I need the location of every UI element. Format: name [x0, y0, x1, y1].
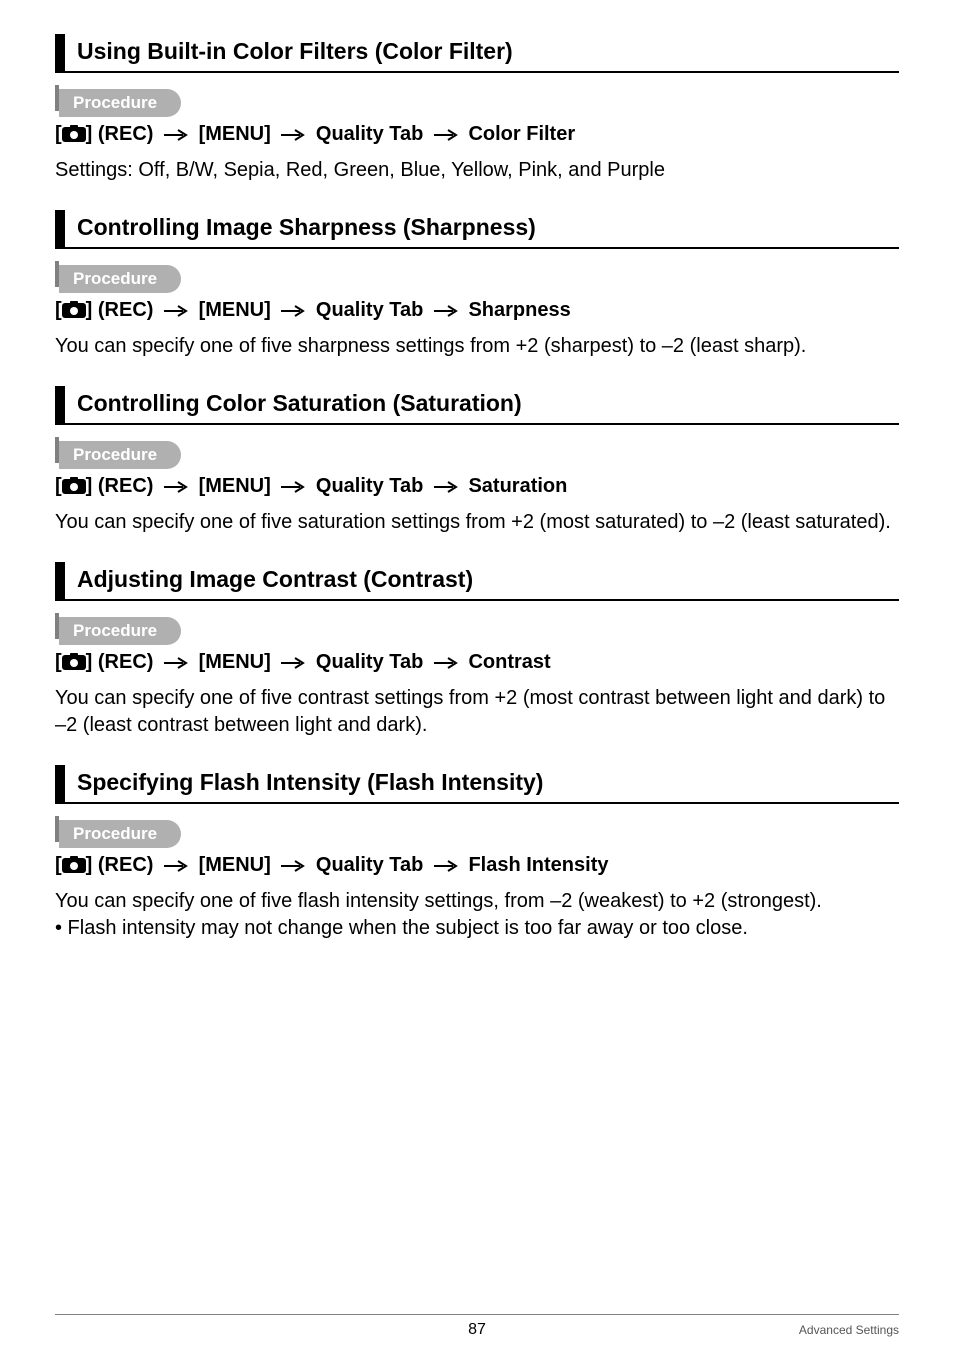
menu-text: [MENU] [199, 299, 271, 321]
rec-text: ] (REC) [86, 854, 154, 876]
path-target-text: Sharpness [468, 299, 570, 321]
path-target-text: Saturation [468, 475, 567, 497]
path-target-text: Contrast [468, 651, 550, 673]
section-heading-text: Adjusting Image Contrast (Contrast) [77, 566, 473, 592]
section: Specifying Flash Intensity (Flash Intens… [55, 765, 899, 942]
procedure-label-wrap: Procedure [55, 816, 899, 842]
path-target-text: Color Filter [468, 123, 575, 145]
section-heading-text: Specifying Flash Intensity (Flash Intens… [77, 769, 543, 795]
page-container: Using Built-in Color Filters (Color Filt… [0, 0, 954, 1357]
quality-tab-text: Quality Tab [316, 475, 423, 497]
arrow-icon [163, 851, 189, 881]
menu-path: [ ] (REC) [MENU] Quality Tab Saturation [55, 471, 899, 503]
arrow-icon [433, 472, 459, 502]
procedure-label-text: Procedure [73, 93, 157, 112]
bracket-open: [ [55, 123, 62, 145]
quality-tab-text: Quality Tab [316, 123, 423, 145]
section-body: You can specify one of five flash intens… [55, 888, 899, 942]
procedure-label-text: Procedure [73, 269, 157, 288]
menu-text: [MENU] [199, 475, 271, 497]
procedure-label: Procedure [59, 89, 181, 117]
bracket-open: [ [55, 475, 62, 497]
arrow-icon [433, 648, 459, 678]
procedure-label-text: Procedure [73, 621, 157, 640]
section-heading-text: Controlling Image Sharpness (Sharpness) [77, 214, 536, 240]
menu-text: [MENU] [199, 123, 271, 145]
procedure-label: Procedure [59, 441, 181, 469]
camera-icon [62, 852, 86, 882]
procedure-label-text: Procedure [73, 824, 157, 843]
rec-text: ] (REC) [86, 475, 154, 497]
arrow-icon [280, 296, 306, 326]
section-body: Settings: Off, B/W, Sepia, Red, Green, B… [55, 157, 899, 184]
procedure-label: Procedure [59, 265, 181, 293]
arrow-icon [280, 120, 306, 150]
arrow-icon [280, 648, 306, 678]
section-heading: Specifying Flash Intensity (Flash Intens… [55, 765, 899, 804]
section-body: You can specify one of five saturation s… [55, 509, 899, 536]
quality-tab-text: Quality Tab [316, 299, 423, 321]
arrow-icon [163, 296, 189, 326]
arrow-icon [280, 851, 306, 881]
section: Using Built-in Color Filters (Color Filt… [55, 34, 899, 184]
procedure-label: Procedure [59, 820, 181, 848]
section-heading: Adjusting Image Contrast (Contrast) [55, 562, 899, 601]
arrow-icon [433, 296, 459, 326]
quality-tab-text: Quality Tab [316, 854, 423, 876]
rec-text: ] (REC) [86, 651, 154, 673]
menu-text: [MENU] [199, 651, 271, 673]
camera-icon [62, 121, 86, 151]
procedure-label-wrap: Procedure [55, 613, 899, 639]
bracket-open: [ [55, 651, 62, 673]
sections-container: Using Built-in Color Filters (Color Filt… [55, 34, 899, 942]
arrow-icon [280, 472, 306, 502]
arrow-icon [433, 120, 459, 150]
section-body: You can specify one of five contrast set… [55, 685, 899, 739]
camera-icon [62, 649, 86, 679]
menu-path: [ ] (REC) [MENU] Quality Tab Contrast [55, 647, 899, 679]
section: Controlling Color Saturation (Saturation… [55, 386, 899, 536]
section-heading: Controlling Color Saturation (Saturation… [55, 386, 899, 425]
menu-path: [ ] (REC) [MENU] Quality Tab Color Filter [55, 119, 899, 151]
menu-path: [ ] (REC) [MENU] Quality Tab Flash Intens… [55, 850, 899, 882]
rec-text: ] (REC) [86, 123, 154, 145]
menu-path: [ ] (REC) [MENU] Quality Tab Sharpness [55, 295, 899, 327]
camera-icon [62, 473, 86, 503]
quality-tab-text: Quality Tab [316, 651, 423, 673]
section: Controlling Image Sharpness (Sharpness) P… [55, 210, 899, 360]
section-heading-text: Using Built-in Color Filters (Color Filt… [77, 38, 513, 64]
section-body: You can specify one of five sharpness se… [55, 333, 899, 360]
procedure-label-wrap: Procedure [55, 437, 899, 463]
procedure-label-wrap: Procedure [55, 85, 899, 111]
bracket-open: [ [55, 299, 62, 321]
menu-text: [MENU] [199, 854, 271, 876]
procedure-label-text: Procedure [73, 445, 157, 464]
procedure-label-wrap: Procedure [55, 261, 899, 287]
footer-section-title: Advanced Settings [799, 1323, 899, 1337]
section-heading-text: Controlling Color Saturation (Saturation… [77, 390, 522, 416]
bracket-open: [ [55, 854, 62, 876]
arrow-icon [163, 648, 189, 678]
procedure-label: Procedure [59, 617, 181, 645]
camera-icon [62, 297, 86, 327]
path-target-text: Flash Intensity [468, 854, 608, 876]
section-heading: Using Built-in Color Filters (Color Filt… [55, 34, 899, 73]
footer: 87 Advanced Settings [55, 1314, 899, 1339]
page-number: 87 [55, 1321, 899, 1339]
section: Adjusting Image Contrast (Contrast) Proce… [55, 562, 899, 739]
section-heading: Controlling Image Sharpness (Sharpness) [55, 210, 899, 249]
arrow-icon [163, 120, 189, 150]
arrow-icon [433, 851, 459, 881]
rec-text: ] (REC) [86, 299, 154, 321]
arrow-icon [163, 472, 189, 502]
